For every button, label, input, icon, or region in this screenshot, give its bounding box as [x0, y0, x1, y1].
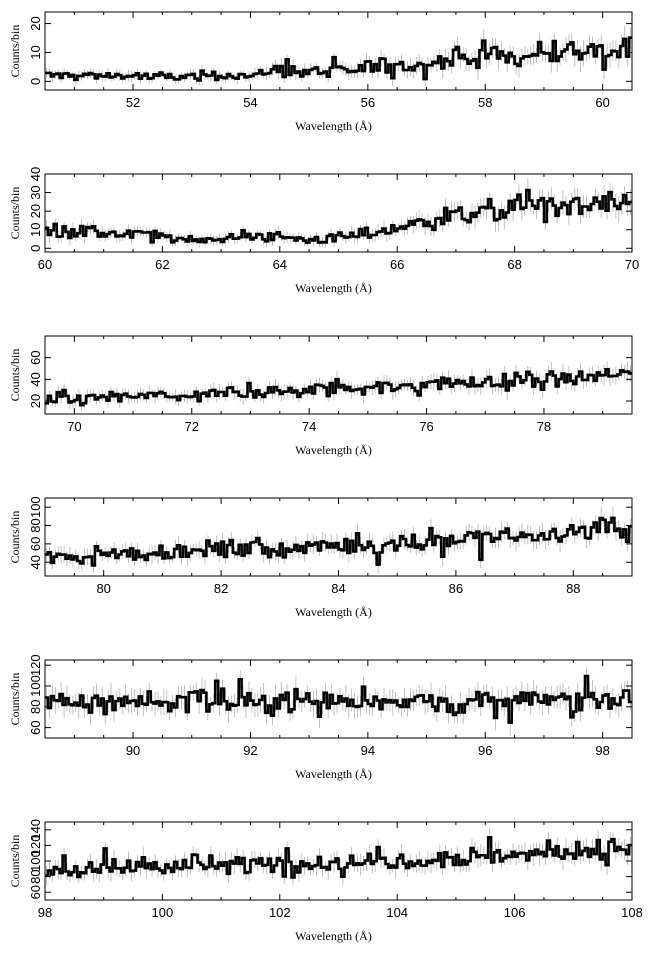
spectrum-line — [45, 836, 632, 879]
plot-area — [45, 506, 632, 574]
spectrum-line — [45, 674, 632, 724]
x-tick-label: 84 — [331, 581, 345, 596]
x-tick-label: 60 — [38, 257, 52, 272]
x-tick-label: 80 — [96, 581, 110, 596]
y-tick-label: 120 — [28, 654, 43, 676]
x-axis-label: Wavelength (Å) — [295, 281, 372, 295]
x-tick-label: 72 — [185, 419, 199, 434]
x-tick-label: 56 — [361, 95, 375, 110]
plot-frame — [44, 335, 633, 415]
x-tick-label: 70 — [625, 257, 639, 272]
x-tick-label: 96 — [478, 743, 492, 758]
plot-area — [45, 178, 632, 248]
spectrum-panel: 52 54 56 58 60 0 10 20 Wavelength (Å) Counts/bin — [8, 11, 633, 133]
y-tick-label: 140 — [28, 819, 43, 841]
y-tick-label: 100 — [28, 675, 43, 697]
y-tick-label: 30 — [28, 185, 43, 199]
spectrum-line — [45, 516, 632, 567]
spectrum-panel: 98 100 102 104 106 1086080100120140Wavelength… — [8, 819, 643, 943]
x-tick-label: 64 — [273, 257, 287, 272]
y-tick-label: 80 — [28, 869, 43, 883]
x-tick-label: 76 — [419, 419, 433, 434]
x-tick-label: 58 — [478, 95, 492, 110]
x-axis-label: Wavelength (Å) — [295, 443, 372, 457]
y-tick-label: 100 — [28, 850, 43, 872]
x-tick-label: 88 — [566, 581, 580, 596]
x-tick-label: 86 — [449, 581, 463, 596]
y-tick-label: 0 — [28, 78, 43, 85]
y-axis-label: Counts/bin — [8, 187, 22, 240]
x-tick-label: 94 — [361, 743, 375, 758]
plot-area — [45, 361, 632, 412]
y-axis-label: Counts/bin — [8, 511, 22, 564]
x-tick-label: 90 — [126, 743, 140, 758]
y-tick-label: 10 — [28, 222, 43, 236]
spectrum-panel: 60 62 64 66 68 70 0 10 20 30 40 Wavelength (Å) Count… — [8, 167, 639, 295]
x-tick-label: 106 — [504, 905, 526, 920]
y-tick-label: 20 — [28, 204, 43, 218]
x-tick-label: 70 — [67, 419, 81, 434]
x-tick-label: 92 — [243, 743, 257, 758]
y-tick-label: 40 — [28, 372, 43, 386]
x-tick-label: 52 — [126, 95, 140, 110]
plot-area — [45, 827, 632, 886]
x-axis-label: Wavelength (Å) — [295, 767, 372, 781]
error-bars — [46, 827, 631, 886]
y-tick-label: 40 — [28, 555, 43, 569]
y-axis-label: Counts/bin — [8, 349, 22, 402]
x-tick-label: 54 — [243, 95, 257, 110]
plot-area — [45, 667, 632, 736]
x-tick-label: 60 — [595, 95, 609, 110]
y-tick-label: 80 — [28, 518, 43, 532]
y-tick-label: 60 — [28, 350, 43, 364]
x-tick-label: 66 — [390, 257, 404, 272]
x-tick-label: 78 — [537, 419, 551, 434]
y-tick-label: 120 — [28, 835, 43, 857]
x-tick-label: 98 — [38, 905, 52, 920]
y-tick-label: 60 — [28, 885, 43, 899]
y-axis-label: Counts/bin — [8, 25, 22, 78]
x-tick-label: 82 — [214, 581, 228, 596]
y-tick-label: 80 — [28, 700, 43, 714]
x-tick-label: 104 — [386, 905, 408, 920]
y-tick-label: 60 — [28, 720, 43, 734]
plot-area — [45, 25, 632, 86]
spectrum-panel: 70 72 74 76 78 20 40 60 Wavelength (Å) Counts/bin — [8, 335, 633, 457]
x-tick-label: 74 — [302, 419, 316, 434]
y-tick-label: 10 — [28, 45, 43, 59]
y-axis-label: Counts/bin — [8, 835, 22, 888]
x-tick-label: 102 — [269, 905, 291, 920]
y-tick-label: 100 — [28, 496, 43, 518]
x-axis-label: Wavelength (Å) — [295, 119, 372, 133]
y-tick-label: 60 — [28, 537, 43, 551]
x-tick-label: 108 — [621, 905, 643, 920]
x-axis-label: Wavelength (Å) — [295, 929, 372, 943]
y-tick-label: 20 — [28, 394, 43, 408]
x-tick-label: 100 — [152, 905, 174, 920]
x-axis-label: Wavelength (Å) — [295, 605, 372, 619]
x-tick-label: 68 — [507, 257, 521, 272]
x-tick-label: 62 — [155, 257, 169, 272]
y-tick-label: 0 — [28, 245, 43, 252]
spectrum-line — [45, 368, 632, 407]
y-tick-label: 40 — [28, 167, 43, 181]
spectrum-line — [45, 188, 632, 244]
y-tick-label: 20 — [28, 16, 43, 30]
x-tick-label: 98 — [595, 743, 609, 758]
spectrum-line — [45, 36, 632, 82]
y-axis-label: Counts/bin — [8, 673, 22, 726]
